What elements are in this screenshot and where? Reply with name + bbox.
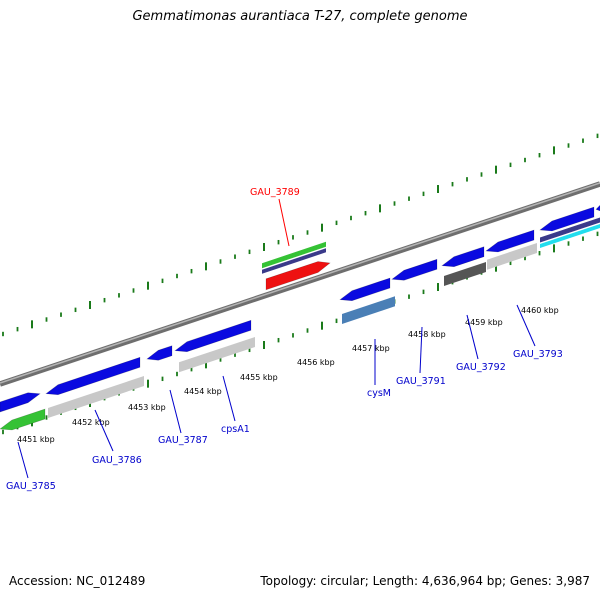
leader-line-cpsa1: [222, 375, 236, 422]
gene-label-gau-3793[interactable]: GAU_3793: [513, 349, 563, 360]
gene-bar-gau-3786[interactable]: [48, 376, 144, 418]
tick-label-4458-kbp: 4458 kbp: [408, 330, 446, 339]
genome-backbone-highlight: [0, 182, 600, 384]
cds-feature-gau-3787[interactable]: [146, 345, 173, 361]
leader-line-gau-3787: [169, 389, 182, 434]
tick-label-4453-kbp: 4453 kbp: [128, 403, 166, 412]
feature-right-band[interactable]: [540, 217, 600, 243]
tick-label-4456-kbp: 4456 kbp: [297, 358, 335, 367]
feature-right-cyan[interactable]: [540, 224, 600, 248]
genome-summary-text: Topology: circular; Length: 4,636,964 bp…: [260, 574, 590, 588]
gene-label-gau-3791[interactable]: GAU_3791: [396, 376, 446, 387]
leader-line-gau-3793: [516, 304, 536, 347]
tick-label-4451-kbp: 4451 kbp: [17, 435, 55, 444]
genome-backbone: [0, 181, 600, 387]
tick-label-4457-kbp: 4457 kbp: [352, 344, 390, 353]
map-title: Gemmatimonas aurantiaca T-27, complete g…: [132, 9, 468, 24]
gene-label-gau-3787[interactable]: GAU_3787: [158, 435, 208, 446]
gene-label-cysm[interactable]: cysM: [367, 388, 391, 399]
cds-feature-next-1[interactable]: [539, 206, 595, 232]
cds-feature-gau-3792[interactable]: [441, 246, 485, 268]
cds-feature-gau-3785[interactable]: [0, 392, 41, 413]
cds-feature-cpsa1[interactable]: [174, 319, 252, 353]
leader-line-gau-3791: [419, 326, 423, 374]
accession-text: Accession: NC_012489: [9, 574, 146, 588]
cds-feature-gau-3786[interactable]: [45, 356, 141, 396]
gene-bar-gau-3793[interactable]: [487, 243, 537, 270]
cds-feature-cysm[interactable]: [339, 277, 391, 302]
rna-feature-gau-3785[interactable]: [0, 408, 46, 431]
tick-label-4452-kbp: 4452 kbp: [72, 418, 110, 427]
gene-bar-cpsa1[interactable]: [179, 337, 255, 373]
gene-label-gau-3789[interactable]: GAU_3789: [250, 187, 300, 198]
feature-cysm-domain[interactable]: [342, 296, 395, 324]
gene-bar-gau-3792[interactable]: [444, 262, 486, 286]
cds-feature-gau-3791[interactable]: [391, 258, 438, 281]
leader-line-gau-3789: [278, 198, 290, 247]
leader-line-gau-3792: [466, 314, 479, 360]
leader-line-gau-3786: [94, 409, 114, 452]
tick-label-4454-kbp: 4454 kbp: [184, 387, 222, 396]
gene-label-gau-3785[interactable]: GAU_3785: [6, 481, 56, 492]
gene-label-cpsa1[interactable]: cpsA1: [221, 424, 250, 435]
cds-feature-gau-3793[interactable]: [485, 229, 535, 253]
gene-label-gau-3792[interactable]: GAU_3792: [456, 362, 506, 373]
leader-line-gau-3785: [17, 441, 29, 479]
cds-feature-gau-3789[interactable]: [265, 261, 331, 291]
feature-gau-3789-rna[interactable]: [262, 241, 326, 269]
cds-feature-next-2[interactable]: [595, 199, 600, 212]
tick-label-4460-kbp: 4460 kbp: [521, 306, 559, 315]
tick-label-4455-kbp: 4455 kbp: [240, 373, 278, 382]
gene-label-gau-3786[interactable]: GAU_3786: [92, 455, 142, 466]
tick-label-4459-kbp: 4459 kbp: [465, 318, 503, 327]
feature-gau-3789-band[interactable]: [262, 248, 326, 274]
